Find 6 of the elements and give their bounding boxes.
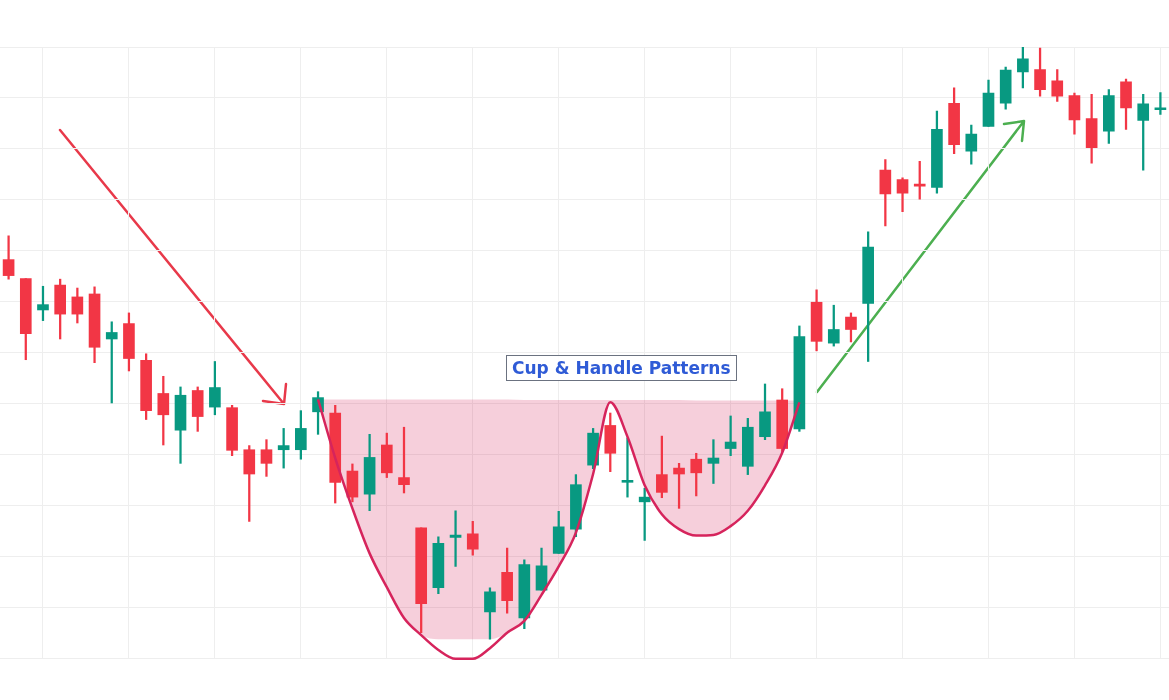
candlestick [1154, 92, 1167, 115]
candlestick [724, 415, 737, 456]
candlestick [449, 510, 462, 567]
candlestick [621, 437, 634, 498]
candlestick [707, 439, 720, 484]
annotation: Cup & Handle Patterns [506, 355, 737, 381]
